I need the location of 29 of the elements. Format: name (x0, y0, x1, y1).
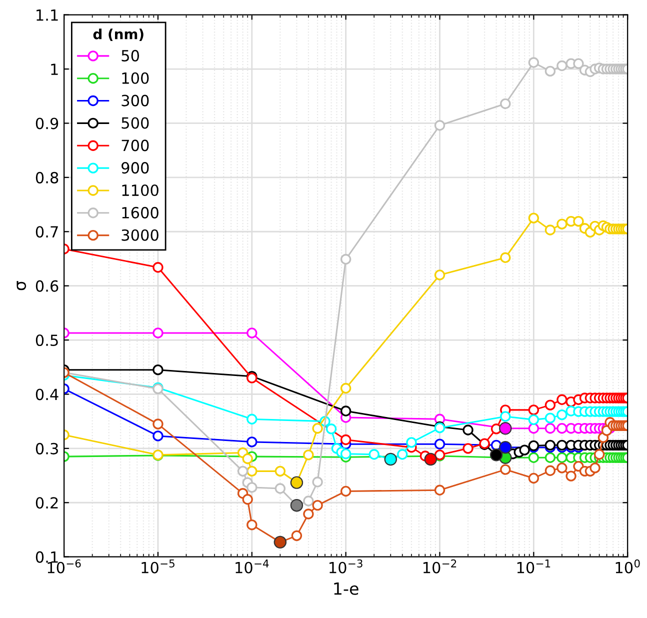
legend-title: d (nm) (93, 28, 144, 41)
legend-label: 700 (122, 140, 149, 152)
y-tick-label: 1 (51, 64, 58, 75)
y-axis-title: σ (16, 281, 26, 290)
y-tick-label: 0.2 (36, 497, 58, 509)
y-tick-label: 0.3 (36, 442, 58, 454)
x-axis-title: 1-e (334, 582, 358, 595)
x-tick-label: 10$^{−4}$ (236, 560, 269, 574)
y-tick-label: 0.4 (36, 388, 58, 400)
x-tick-label: 10$^{−2}$ (423, 559, 456, 574)
y-tick-label: 0.1 (36, 551, 58, 563)
y-tick-label: 0.7 (36, 226, 58, 238)
x-tick-label: 10$^{−5}$ (142, 560, 174, 574)
legend-label: 3000 (122, 229, 158, 241)
x-tick-label: 10$^{−1}$ (517, 560, 550, 574)
legend-label: 300 (122, 94, 149, 106)
legend-label: 50 (122, 50, 140, 62)
legend-label: 500 (122, 117, 149, 129)
x-tick-label: 10$^{0}$ (616, 559, 640, 574)
legend-label: 100 (122, 72, 149, 84)
x-tick-label: 10$^{−3}$ (330, 559, 362, 574)
y-tick-label: 0.9 (36, 118, 58, 130)
y-tick-label: 0.6 (36, 280, 58, 292)
y-tick-label: 1.1 (36, 10, 58, 21)
legend-label: 900 (122, 162, 149, 174)
legend-label: 1600 (122, 206, 158, 218)
y-tick-label: 0.5 (36, 334, 58, 346)
legend-label: 1100 (122, 184, 158, 196)
y-tick-label: 0.8 (36, 172, 58, 184)
